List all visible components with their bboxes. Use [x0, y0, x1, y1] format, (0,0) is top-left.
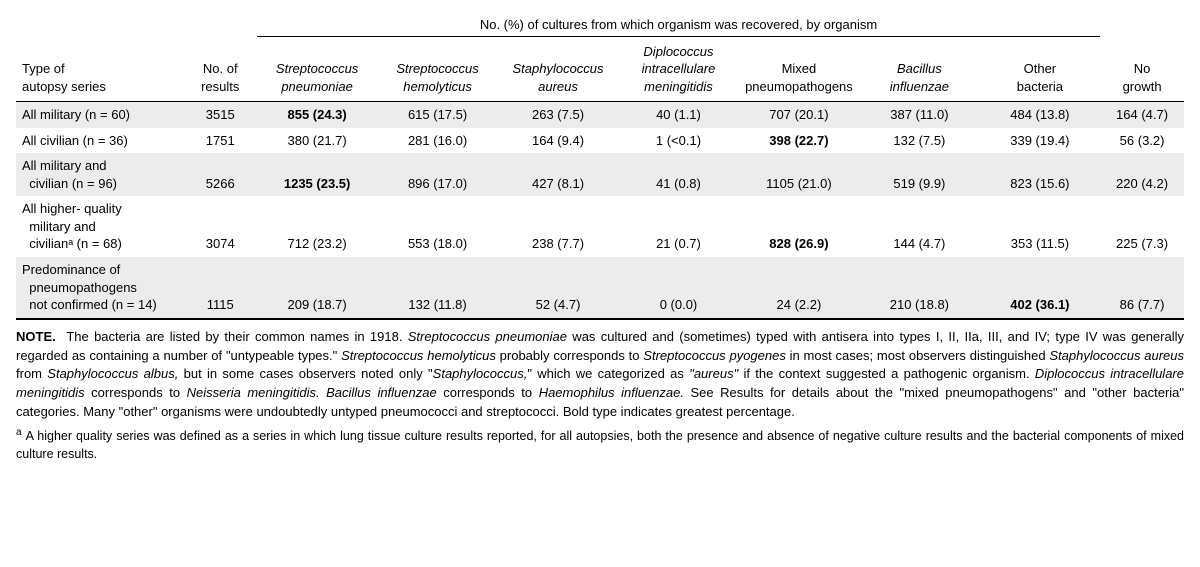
note-label: NOTE.: [16, 329, 56, 344]
row-label: All higher- quality military and civilia…: [16, 196, 184, 257]
cell-value: 164 (4.7): [1100, 102, 1184, 128]
col-c6: Bacillusinfluenzae: [859, 36, 979, 102]
col-c1: Streptococcuspneumoniae: [257, 36, 377, 102]
cell-value: 220 (4.2): [1100, 153, 1184, 196]
row-label: Predominance of pneumopathogens not conf…: [16, 257, 184, 319]
cell-value: 238 (7.7): [498, 196, 618, 257]
cell-value: 40 (1.1): [618, 102, 738, 128]
col-c5: Mixedpneumopathogens: [739, 36, 859, 102]
table-body: All military (n = 60)3515855 (24.3)615 (…: [16, 102, 1184, 319]
col-c7: Otherbacteria: [980, 36, 1101, 102]
cell-value: 3074: [184, 196, 257, 257]
cell-value: 56 (3.2): [1100, 128, 1184, 154]
cell-value: 0 (0.0): [618, 257, 738, 319]
table-row: All military (n = 60)3515855 (24.3)615 (…: [16, 102, 1184, 128]
cell-value: 132 (7.5): [859, 128, 979, 154]
cell-value: 86 (7.7): [1100, 257, 1184, 319]
col-c2: Streptococcushemolyticus: [377, 36, 497, 102]
cell-value: 210 (18.8): [859, 257, 979, 319]
row-label: All military (n = 60): [16, 102, 184, 128]
cell-value: 1 (<0.1): [618, 128, 738, 154]
cell-value: 41 (0.8): [618, 153, 738, 196]
cell-value: 402 (36.1): [980, 257, 1101, 319]
row-label: All civilian (n = 36): [16, 128, 184, 154]
cell-value: 24 (2.2): [739, 257, 859, 319]
cell-value: 1105 (21.0): [739, 153, 859, 196]
cell-value: 5266: [184, 153, 257, 196]
table-row: All civilian (n = 36)1751380 (21.7)281 (…: [16, 128, 1184, 154]
col-c3: Staphylococcusaureus: [498, 36, 618, 102]
cell-value: 380 (21.7): [257, 128, 377, 154]
cell-value: 263 (7.5): [498, 102, 618, 128]
cell-value: 225 (7.3): [1100, 196, 1184, 257]
cell-value: 398 (22.7): [739, 128, 859, 154]
cell-value: 519 (9.9): [859, 153, 979, 196]
col-c4: Diplococcusintracellularemeningitidis: [618, 36, 738, 102]
footnote-a: a A higher quality series was defined as…: [16, 426, 1184, 463]
cell-value: 707 (20.1): [739, 102, 859, 128]
cell-value: 164 (9.4): [498, 128, 618, 154]
cell-value: 484 (13.8): [980, 102, 1101, 128]
cell-value: 3515: [184, 102, 257, 128]
cell-value: 209 (18.7): [257, 257, 377, 319]
col-c8: Nogrowth: [1100, 36, 1184, 102]
cell-value: 132 (11.8): [377, 257, 497, 319]
cell-value: 855 (24.3): [257, 102, 377, 128]
footnote-marker: a: [16, 427, 22, 438]
cell-value: 712 (23.2): [257, 196, 377, 257]
cell-value: 21 (0.7): [618, 196, 738, 257]
table-row: All military and civilian (n = 96)526612…: [16, 153, 1184, 196]
cell-value: 1751: [184, 128, 257, 154]
cell-value: 52 (4.7): [498, 257, 618, 319]
table-row: All higher- quality military and civilia…: [16, 196, 1184, 257]
cell-value: 353 (11.5): [980, 196, 1101, 257]
note-paragraph: NOTE. The bacteria are listed by their c…: [16, 328, 1184, 422]
cell-value: 339 (19.4): [980, 128, 1101, 154]
cell-value: 281 (16.0): [377, 128, 497, 154]
cell-value: 144 (4.7): [859, 196, 979, 257]
cell-value: 387 (11.0): [859, 102, 979, 128]
cell-value: 1115: [184, 257, 257, 319]
spanner-header: No. (%) of cultures from which organism …: [257, 12, 1100, 36]
col-type: Type ofautopsy series: [16, 36, 184, 102]
cell-value: 553 (18.0): [377, 196, 497, 257]
cell-value: 615 (17.5): [377, 102, 497, 128]
results-table: No. (%) of cultures from which organism …: [16, 12, 1184, 320]
cell-value: 427 (8.1): [498, 153, 618, 196]
cell-value: 1235 (23.5): [257, 153, 377, 196]
cell-value: 896 (17.0): [377, 153, 497, 196]
row-label: All military and civilian (n = 96): [16, 153, 184, 196]
cell-value: 823 (15.6): [980, 153, 1101, 196]
cell-value: 828 (26.9): [739, 196, 859, 257]
table-row: Predominance of pneumopathogens not conf…: [16, 257, 1184, 319]
col-n: No. ofresults: [184, 36, 257, 102]
